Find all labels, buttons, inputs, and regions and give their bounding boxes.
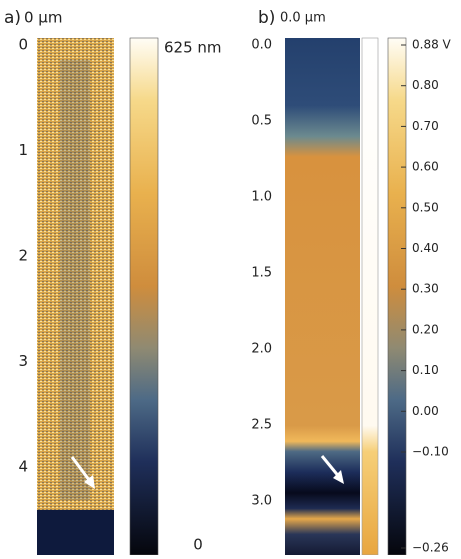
origin-label: 0.0 µm bbox=[280, 11, 326, 26]
axis-tick-label: 0.5 bbox=[251, 114, 272, 129]
axis-tick-label: 3.0 bbox=[251, 494, 272, 509]
axis-tick-label: 2 bbox=[18, 247, 28, 265]
axis-tick-label: 1.5 bbox=[251, 266, 272, 281]
axis-tick-label: 1.0 bbox=[251, 190, 272, 205]
labels: a) 0 µm 0 1 2 3 4 625 nm 0 b) 0.0 µm 0.0 0.5 1.0 1.5 2.… bbox=[4, 8, 452, 555]
image-strip bbox=[361, 37, 379, 556]
axis-tick-label: 4 bbox=[18, 458, 28, 476]
colorbar-tick-label: 0.60 bbox=[412, 160, 439, 174]
colorbar-tick-label: 0.20 bbox=[412, 322, 439, 336]
axis-tick-label: 1 bbox=[18, 141, 28, 159]
axis-tick-label: 2.5 bbox=[251, 418, 272, 433]
panel-label: a) bbox=[4, 8, 21, 28]
colorbar-tick-label: 0.50 bbox=[412, 200, 439, 214]
colorbar-tick-label: −0.10 bbox=[412, 445, 449, 459]
colorbar-tick-label: 0.88 V bbox=[412, 38, 452, 52]
arrow-head bbox=[84, 475, 95, 489]
colorbar bbox=[129, 37, 159, 556]
axis-tick-label: 2.0 bbox=[251, 342, 272, 357]
arrow-head bbox=[333, 470, 344, 484]
image-texture bbox=[60, 60, 90, 500]
colorbar-tick-label: 0.70 bbox=[412, 119, 439, 133]
origin-label: 0 µm bbox=[24, 9, 62, 27]
colorbar-tick-label: 0.80 bbox=[412, 78, 439, 92]
colorbar-tick-label: 0.40 bbox=[412, 241, 439, 255]
topography-image bbox=[37, 38, 114, 513]
axis-tick-label: 0 bbox=[18, 36, 28, 54]
image-substrate bbox=[37, 510, 114, 555]
colorbar bbox=[387, 37, 407, 556]
colorbar-tick-label: −0.26 bbox=[412, 541, 449, 555]
potential-image bbox=[285, 38, 360, 555]
panel-label: b) bbox=[258, 8, 275, 28]
axis-tick-label: 3 bbox=[18, 352, 28, 370]
colorbar-tick-label: 0.00 bbox=[412, 404, 439, 418]
colorbar-tick-label: 0.30 bbox=[412, 282, 439, 296]
colorbar-tick-label: 0.10 bbox=[412, 363, 439, 377]
colorbar-tick-label: 0 bbox=[193, 536, 203, 554]
axis-tick-label: 0.0 bbox=[251, 38, 272, 53]
colorbar-tick-label: 625 nm bbox=[164, 39, 222, 57]
